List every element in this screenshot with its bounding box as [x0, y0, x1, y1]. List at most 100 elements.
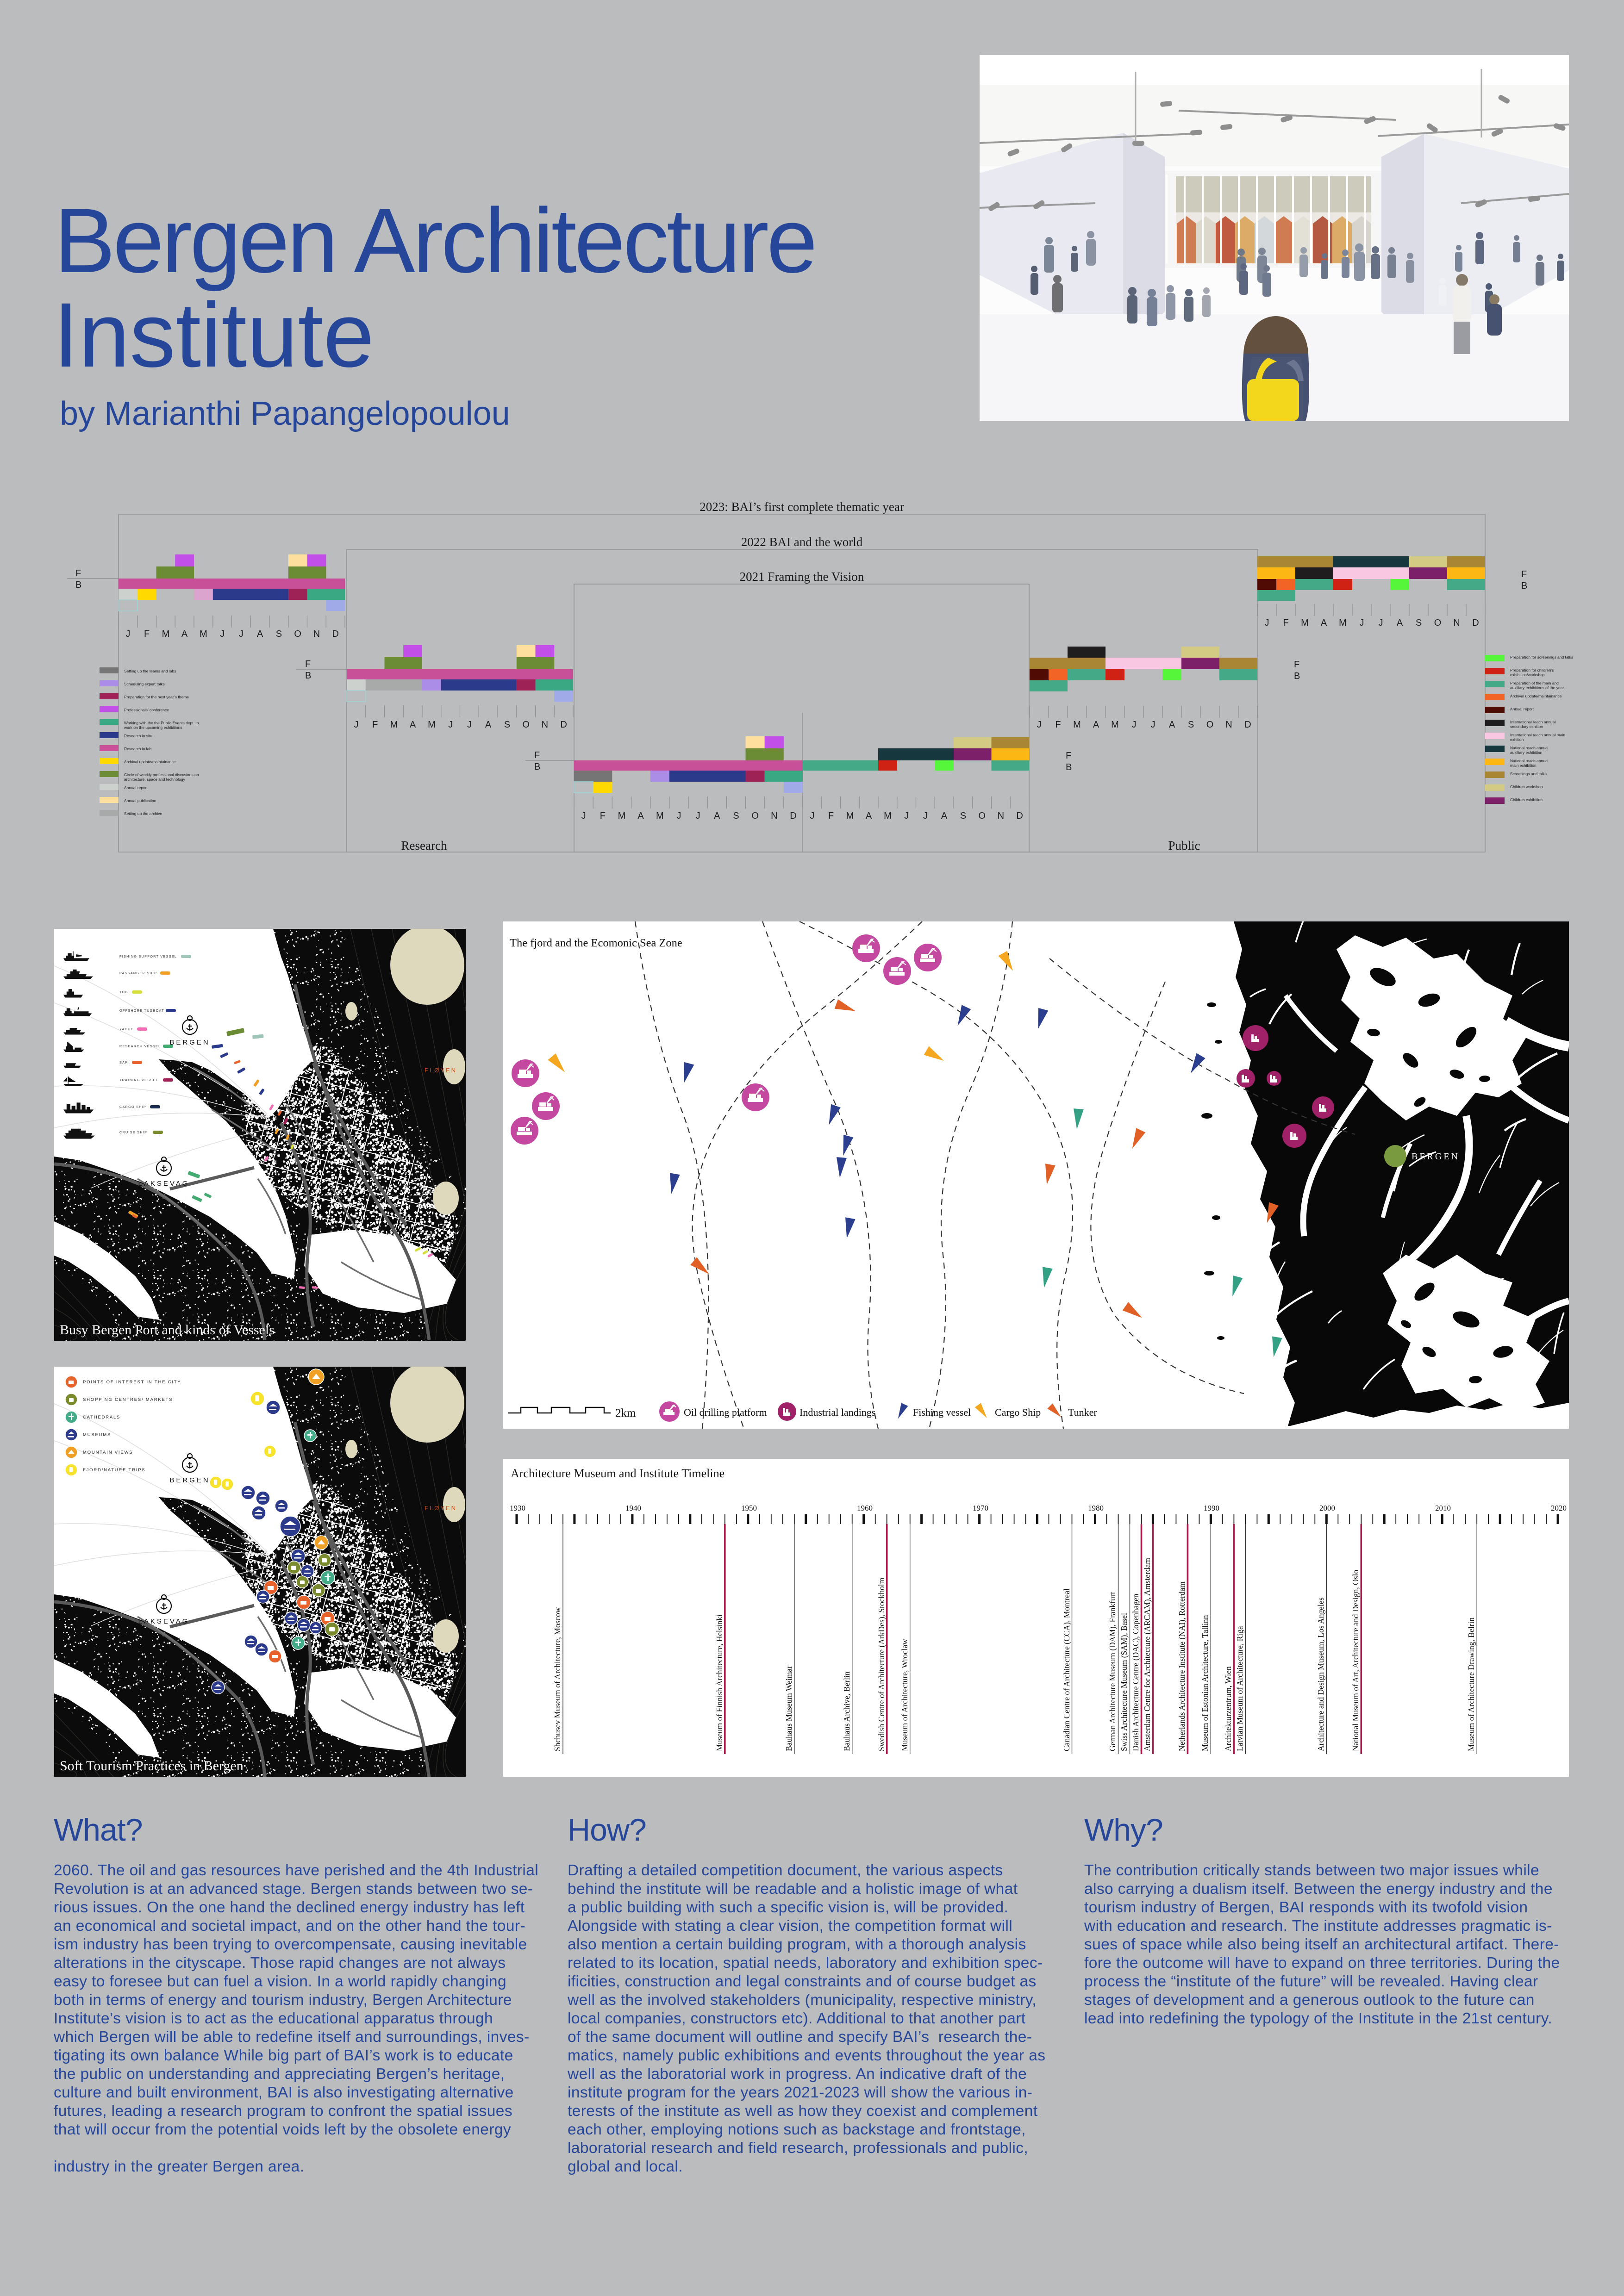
- svg-text:F: F: [1521, 569, 1527, 579]
- svg-text:1930: 1930: [510, 1504, 525, 1512]
- svg-text:International reach annual: International reach annual: [1510, 720, 1555, 724]
- svg-text:Museum of Architecture Drawing: Museum of Architecture Drawing, Belrin: [1467, 1618, 1476, 1751]
- svg-text:OFFSHORE TUGBOAT: OFFSHORE TUGBOAT: [119, 1008, 164, 1013]
- svg-text:FISHING SUPPORT VESSEL: FISHING SUPPORT VESSEL: [119, 954, 177, 958]
- svg-text:POINTS OF INTEREST IN THE CITY: POINTS OF INTEREST IN THE CITY: [83, 1380, 181, 1385]
- svg-text:S: S: [1188, 720, 1194, 730]
- svg-text:A: A: [1169, 720, 1175, 730]
- svg-text:N: N: [313, 629, 320, 639]
- svg-text:A: A: [485, 720, 492, 730]
- svg-text:Research: Research: [401, 839, 447, 852]
- svg-text:Bauhaus Museum Weimar: Bauhaus Museum Weimar: [784, 1666, 793, 1751]
- svg-text:Professionals’ conference: Professionals’ conference: [124, 708, 169, 712]
- svg-text:O: O: [978, 811, 986, 821]
- svg-text:Soft Tourism Practices in Berg: Soft Tourism Practices in Bergen: [60, 1758, 244, 1773]
- svg-text:Industrial landings: Industrial landings: [800, 1406, 875, 1418]
- svg-text:D: D: [332, 629, 338, 639]
- svg-text:Cargo Ship: Cargo Ship: [995, 1406, 1041, 1418]
- svg-text:D: D: [790, 811, 796, 821]
- svg-text:Circle of weekly professional: Circle of weekly professional discusions…: [124, 772, 199, 777]
- svg-text:F: F: [305, 659, 311, 669]
- svg-text:J: J: [676, 811, 681, 821]
- svg-text:secondary exhition: secondary exhition: [1510, 724, 1543, 729]
- svg-text:Architecture and Design Museum: Architecture and Design Museum, Los Ange…: [1316, 1597, 1325, 1751]
- svg-text:M: M: [1339, 618, 1347, 628]
- svg-text:main exhibition: main exhibition: [1510, 763, 1537, 768]
- svg-text:Annual publication: Annual publication: [124, 798, 156, 803]
- svg-text:S: S: [733, 811, 739, 821]
- svg-text:Architekturzentrum, Wien: Architekturzentrum, Wien: [1224, 1666, 1233, 1751]
- svg-text:BERGEN: BERGEN: [1412, 1151, 1460, 1162]
- svg-text:Setting up the archive: Setting up the archive: [124, 811, 162, 816]
- svg-text:M: M: [618, 811, 626, 821]
- svg-text:J: J: [239, 629, 244, 639]
- svg-text:1940: 1940: [625, 1504, 641, 1512]
- svg-text:The fjord and the Ecomonic Sea: The fjord and the Ecomonic Sea Zone: [510, 937, 682, 949]
- svg-text:A: A: [714, 811, 720, 821]
- svg-text:BERGEN: BERGEN: [169, 1476, 210, 1484]
- svg-text:CARGO SHIP: CARGO SHIP: [119, 1105, 146, 1109]
- svg-text:S: S: [276, 629, 282, 639]
- svg-text:A: A: [1321, 618, 1327, 628]
- svg-text:National Museum of Art, Archit: National Museum of Art, Architecture and…: [1351, 1570, 1360, 1751]
- svg-text:RESEARCH VESSEL: RESEARCH VESSEL: [119, 1044, 161, 1048]
- svg-text:International reach annual mai: International reach annual main: [1510, 733, 1565, 737]
- svg-text:Tunker: Tunker: [1068, 1406, 1097, 1418]
- svg-text:J: J: [1132, 720, 1137, 730]
- svg-text:N: N: [771, 811, 777, 821]
- svg-text:Annual report: Annual report: [124, 785, 148, 790]
- svg-text:Netherlands Architecture Insti: Netherlands Architecture Institute (NAI)…: [1177, 1581, 1187, 1751]
- svg-text:D: D: [1016, 811, 1023, 821]
- svg-text:Shchusev Museum of Architectur: Shchusev Museum of Architecture, Moscow: [553, 1607, 562, 1751]
- svg-text:Preparation for the next year’: Preparation for the next year’s theme: [124, 695, 189, 699]
- svg-text:TRAINING VESSEL: TRAINING VESSEL: [119, 1078, 158, 1082]
- svg-text:CRUISE SHIP: CRUISE SHIP: [119, 1130, 147, 1134]
- svg-text:M: M: [1301, 618, 1309, 628]
- svg-text:J: J: [467, 720, 472, 730]
- svg-text:Amsterdam Centre for Architect: Amsterdam Centre for Architecture (ARCAM…: [1143, 1558, 1152, 1751]
- svg-text:F: F: [372, 720, 378, 730]
- svg-text:FLØYEN: FLØYEN: [425, 1505, 457, 1512]
- svg-text:1990: 1990: [1204, 1504, 1219, 1512]
- svg-text:J: J: [220, 629, 225, 639]
- svg-text:architecture, space and techno: architecture, space and technology: [124, 777, 186, 782]
- svg-text:Swedish Centre of Architecture: Swedish Centre of Architecture (ArkDes),…: [877, 1577, 886, 1751]
- svg-text:MOUNTAIN VIEWS: MOUNTAIN VIEWS: [83, 1450, 133, 1455]
- svg-text:Preparation for children’s: Preparation for children’s: [1510, 668, 1554, 672]
- svg-text:Archival update/maintainance: Archival update/maintainance: [1510, 694, 1562, 698]
- svg-text:SHOPPING CENTRES/ MARKETS: SHOPPING CENTRES/ MARKETS: [83, 1397, 173, 1402]
- svg-text:A: A: [257, 629, 263, 639]
- svg-text:LAKSEVAG: LAKSEVAG: [138, 1180, 190, 1188]
- svg-text:N: N: [1225, 720, 1232, 730]
- svg-text:D: D: [1244, 720, 1251, 730]
- svg-text:Research in lab: Research in lab: [124, 747, 151, 751]
- svg-text:F: F: [1294, 660, 1299, 670]
- svg-text:J: J: [1379, 618, 1383, 628]
- svg-text:J: J: [696, 811, 700, 821]
- svg-text:M: M: [846, 811, 854, 821]
- svg-text:2km: 2km: [615, 1407, 636, 1419]
- svg-text:Architecture Museum and Instit: Architecture Museum and Institute Timeli…: [511, 1467, 725, 1480]
- svg-text:F: F: [144, 629, 150, 639]
- svg-text:O: O: [751, 811, 759, 821]
- svg-text:2020: 2020: [1551, 1504, 1567, 1512]
- svg-text:J: J: [125, 629, 130, 639]
- svg-text:D: D: [1472, 618, 1479, 628]
- svg-text:B: B: [1294, 671, 1300, 681]
- svg-text:2022 BAI and the world: 2022 BAI and the world: [741, 535, 863, 549]
- svg-text:Fishing vessel: Fishing vessel: [913, 1406, 971, 1418]
- svg-text:J: J: [1037, 720, 1042, 730]
- svg-text:Bauhaus Archive, Berlin: Bauhaus Archive, Berlin: [842, 1671, 851, 1751]
- svg-text:Research in situ: Research in situ: [124, 734, 152, 738]
- svg-text:B: B: [534, 762, 540, 772]
- svg-text:A: A: [941, 811, 948, 821]
- svg-text:A: A: [181, 629, 188, 639]
- svg-text:Danish Architecture Centre (DA: Danish Architecture Centre (DAC), Copenh…: [1131, 1593, 1140, 1751]
- svg-text:2010: 2010: [1435, 1504, 1451, 1512]
- svg-text:N: N: [998, 811, 1004, 821]
- svg-text:YACHT: YACHT: [119, 1027, 133, 1031]
- svg-text:A: A: [1093, 720, 1099, 730]
- svg-text:J: J: [448, 720, 453, 730]
- svg-text:A: A: [410, 720, 416, 730]
- svg-text:D: D: [560, 720, 567, 730]
